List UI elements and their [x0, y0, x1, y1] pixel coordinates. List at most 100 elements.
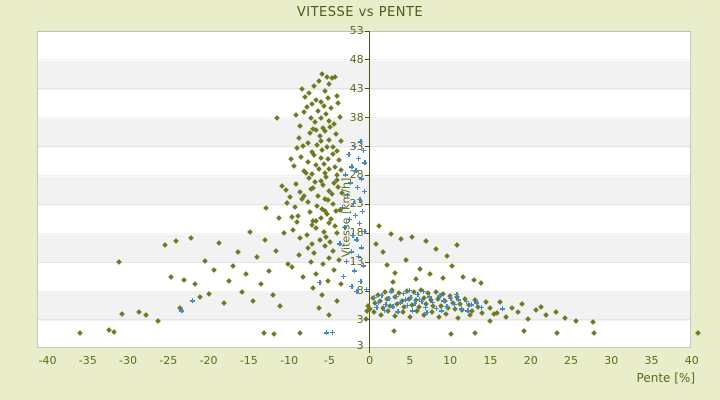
data-point-vitesse-blue: [355, 155, 361, 161]
data-point-vitesse-blue: [347, 216, 352, 222]
data-point-vitesse-blue: [402, 297, 408, 303]
data-point-vitesse-blue: [415, 292, 421, 298]
data-point-vitesse-blue: [354, 237, 360, 243]
data-point-vitesse-blue: [354, 288, 360, 294]
data-point-vitesse-blue: [352, 212, 358, 218]
x-tick-label: 15: [483, 354, 498, 367]
y-tick-label: 48: [349, 52, 364, 66]
data-point-vitesse-blue: [451, 301, 457, 307]
gridline: [37, 203, 691, 205]
data-point-vitesse-blue: [358, 138, 364, 144]
data-point-vitesse-blue: [357, 196, 363, 202]
data-point-vitesse-blue: [362, 160, 368, 166]
data-point-vitesse-blue: [409, 308, 415, 314]
y-tick-label: 43: [349, 81, 364, 95]
data-point-vitesse-blue: [404, 303, 410, 309]
data-point-vitesse-blue: [360, 263, 366, 269]
gridline: [37, 232, 691, 234]
data-point-vitesse-blue: [362, 229, 368, 235]
data-point-vitesse-blue: [375, 299, 381, 305]
y-tick-mark: [364, 232, 369, 234]
data-point-vitesse-blue: [381, 307, 387, 313]
y-tick-mark: [364, 30, 369, 32]
data-point-vitesse-blue: [406, 287, 412, 293]
data-point-vitesse-blue: [337, 241, 343, 247]
y-axis-line: [368, 31, 371, 353]
gridline: [37, 88, 691, 90]
data-point-vitesse-blue: [458, 306, 464, 312]
x-tick-label: -10: [280, 354, 299, 367]
data-point-vitesse-blue: [343, 258, 349, 264]
data-point-vitesse-blue: [339, 204, 345, 210]
data-point-vitesse-blue: [448, 295, 454, 301]
y-tick-mark: [364, 59, 369, 61]
data-point-vitesse-blue: [386, 295, 392, 301]
data-point-vitesse-blue: [359, 245, 365, 251]
data-point-vitesse-blue: [348, 249, 354, 255]
data-point-vitesse-blue: [397, 300, 403, 306]
gridline: [37, 30, 691, 32]
x-tick-label: -15: [239, 354, 258, 367]
data-point-vitesse-blue: [437, 293, 443, 299]
gridline: [37, 117, 691, 119]
data-point-vitesse-blue: [361, 188, 367, 194]
data-point-vitesse-blue: [359, 176, 365, 182]
data-point-vitesse-blue: [465, 308, 471, 314]
data-point-vitesse-blue: [419, 298, 425, 304]
data-point-vitesse-blue: [463, 298, 469, 304]
chart-title: VITESSE vs PENTE: [296, 5, 424, 20]
data-point-vitesse-blue: [353, 168, 359, 174]
data-point-vitesse-blue: [323, 330, 329, 336]
data-point-vitesse-blue: [455, 297, 461, 303]
data-point-vitesse-blue: [344, 192, 350, 198]
y-axis-title: Vitesse [km/h]: [339, 177, 353, 258]
data-point-vitesse-blue: [500, 306, 506, 312]
data-point-vitesse-blue: [359, 208, 365, 214]
x-tick-label: -20: [199, 354, 218, 367]
data-point-vitesse-blue: [408, 294, 414, 300]
data-point-vitesse-blue: [358, 278, 364, 284]
data-point-vitesse-blue: [351, 143, 357, 149]
data-point-vitesse-blue: [360, 147, 366, 153]
y-tick-mark: [364, 117, 369, 119]
data-point-vitesse-blue: [371, 294, 377, 300]
y-tick-label: 28: [349, 168, 364, 182]
x-tick-label: 5: [406, 354, 414, 367]
data-point-vitesse-blue: [374, 304, 380, 310]
data-point-vitesse-blue: [355, 184, 361, 190]
data-point-vitesse-blue: [474, 300, 480, 306]
data-point-vitesse-blue: [179, 308, 185, 314]
data-point-vitesse-blue: [383, 301, 389, 307]
data-point-vitesse-blue: [347, 180, 353, 186]
x-tick-label: -35: [78, 354, 97, 367]
x-tick-label: -30: [119, 354, 137, 367]
data-point-vitesse-blue: [340, 273, 346, 279]
x-tick-label: 0: [366, 354, 374, 367]
data-point-vitesse-olive: [695, 330, 702, 337]
x-axis-title: Pente [%]: [636, 371, 695, 385]
data-point-vitesse-blue: [350, 233, 356, 239]
data-point-vitesse-blue: [438, 308, 444, 314]
y-tick-mark: [364, 203, 369, 205]
y-tick-label: 3: [356, 312, 364, 326]
y-tick-mark: [364, 261, 369, 263]
data-point-vitesse-blue: [342, 172, 348, 178]
data-point-vitesse-blue: [422, 304, 428, 310]
x-tick-label: 30: [604, 354, 619, 367]
data-point-vitesse-blue: [444, 303, 450, 309]
data-point-vitesse-blue: [421, 288, 427, 294]
x-tick-label: 25: [563, 354, 578, 367]
data-point-vitesse-blue: [426, 294, 432, 300]
data-point-vitesse-blue: [424, 309, 430, 315]
data-point-vitesse-blue: [351, 268, 357, 274]
y-tick-label: 38: [349, 110, 364, 124]
y-tick-label: 13: [349, 255, 364, 269]
y-tick-mark: [364, 174, 369, 176]
gridline: [37, 290, 691, 292]
data-point-vitesse-blue: [479, 304, 485, 310]
gridline: [37, 146, 691, 148]
y-tick-label: 8: [356, 284, 364, 298]
data-point-vitesse-blue: [317, 279, 323, 285]
data-point-vitesse-blue: [393, 293, 399, 299]
